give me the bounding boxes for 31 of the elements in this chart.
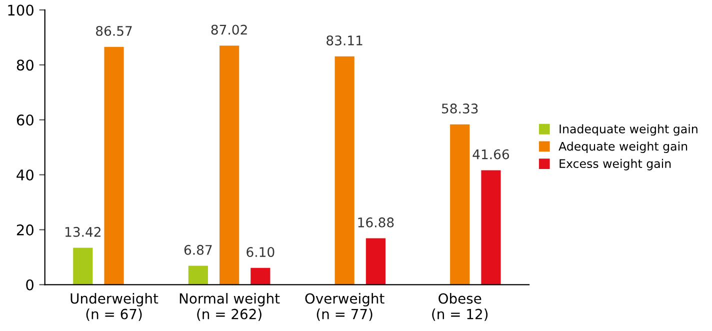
bar (104, 46, 124, 285)
x-tick-label: Normal weight (n = 262) (180, 292, 280, 321)
data-label: 58.33 (442, 104, 478, 114)
x-tick-label: Overweight (n = 77) (305, 292, 384, 321)
data-label: 86.57 (96, 26, 132, 36)
x-tick-label: Obese (n = 12) (432, 292, 488, 321)
data-label: 6.87 (184, 244, 212, 255)
y-tick-label: 40 (16, 169, 34, 181)
data-label: 83.11 (326, 35, 362, 46)
legend-label: Adequate weight gain (558, 142, 688, 154)
legend-label: Inadequate weight gain (560, 124, 698, 136)
bar (220, 46, 240, 285)
y-tick-label: 80 (16, 60, 34, 71)
data-label: 13.42 (65, 226, 100, 237)
bar (334, 56, 354, 285)
y-tick-label: 60 (16, 114, 34, 126)
y-tick-label: 100 (8, 4, 34, 16)
x-tick-label: Underweight (n = 67) (70, 292, 158, 321)
bar (450, 124, 470, 285)
data-label: 41.66 (472, 149, 510, 160)
data-label: 6.10 (246, 247, 274, 258)
data-label: 87.02 (211, 24, 247, 35)
bar (73, 248, 93, 285)
y-tick-label: 0 (26, 279, 34, 290)
bar (366, 238, 386, 285)
bar (481, 170, 501, 285)
legend-label: Excess weight gain (560, 158, 671, 170)
bar (188, 266, 208, 285)
y-tick-label: 20 (16, 224, 34, 236)
bar (250, 268, 270, 285)
data-label: 16.88 (358, 217, 394, 228)
